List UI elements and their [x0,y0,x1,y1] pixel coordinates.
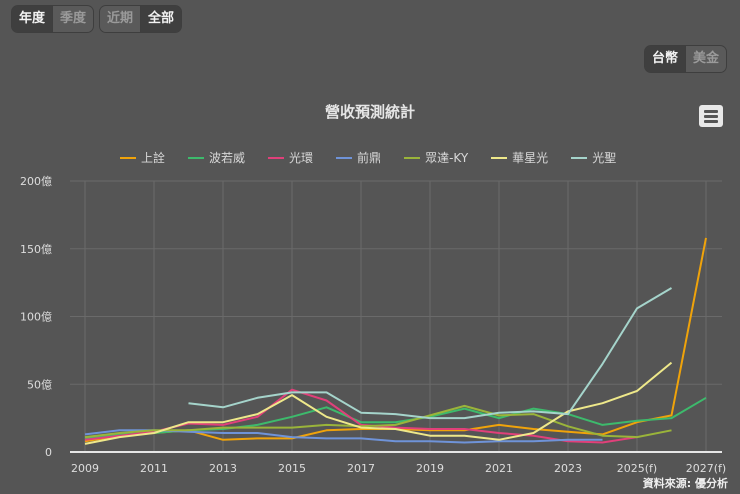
series-line[interactable] [84,396,707,440]
range-toggle: 近期 全部 [99,5,183,33]
y-tick-label: 200億 [20,175,52,188]
y-tick-label: 150億 [20,243,52,256]
y-tick-label: 50億 [27,378,52,391]
y-tick-label: 100億 [20,311,52,324]
legend-label: 眾達-KY [425,151,469,165]
chart-legend: 上詮 波若威 光環 前鼎 眾達-KY 華星光 光聖 [120,149,639,166]
tab-recent[interactable]: 近期 [100,6,141,32]
y-tick-label: 0 [45,446,52,459]
x-tick-label: 2025(f) [617,462,657,475]
legend-swatch-icon [268,156,285,159]
tab-all[interactable]: 全部 [140,6,182,32]
tab-twd[interactable]: 台幣 [645,46,686,72]
legend-swatch-icon [188,156,205,159]
x-tick-label: 2019 [416,462,444,475]
legend-item[interactable]: 華星光 [491,149,548,166]
chart-title: 營收預測統計 [324,103,415,121]
tab-annual[interactable]: 年度 [12,6,53,32]
hamburger-menu-icon-bar [704,115,718,118]
x-tick-label: 2009 [71,462,99,475]
legend-swatch-icon [491,156,508,159]
legend-item[interactable]: 前鼎 [336,149,381,166]
x-tick-label: 2027(f) [686,462,726,475]
legend-label: 上詮 [141,151,166,165]
legend-label: 光聖 [592,151,617,165]
series-line[interactable] [84,361,673,445]
legend-item[interactable]: 波若威 [188,149,245,166]
tab-quarterly[interactable]: 季度 [52,6,94,32]
x-tick-label: 2023 [554,462,582,475]
period-toggle: 年度 季度 [11,5,95,33]
legend-swatch-icon [336,156,353,159]
legend-swatch-icon [404,156,421,159]
series-line[interactable] [84,237,707,443]
x-tick-label: 2013 [209,462,237,475]
legend-label: 光環 [289,151,314,165]
series-line[interactable] [84,404,672,439]
legend-item[interactable]: 眾達-KY [404,149,468,166]
legend-label: 華星光 [512,151,549,165]
series-line[interactable] [188,287,673,420]
x-tick-label: 2015 [278,462,306,475]
legend-item[interactable]: 光環 [268,149,313,166]
hamburger-menu-icon [704,110,718,113]
legend-swatch-icon [571,156,588,159]
chart-menu-button[interactable] [699,105,723,127]
legend-swatch-icon [120,156,136,159]
hamburger-menu-icon-bar [704,120,718,123]
x-tick-label: 2021 [485,462,513,475]
legend-item[interactable]: 上詮 [120,149,165,166]
tab-usd[interactable]: 美金 [685,46,727,72]
x-tick-label: 2017 [347,462,375,475]
data-source: 資料來源: 優分析 [642,477,728,490]
x-tick-label: 2011 [140,462,168,475]
legend-item[interactable]: 光聖 [571,149,616,166]
legend-label: 波若威 [209,151,246,165]
currency-toggle: 台幣 美金 [644,45,728,73]
legend-label: 前鼎 [357,151,382,165]
